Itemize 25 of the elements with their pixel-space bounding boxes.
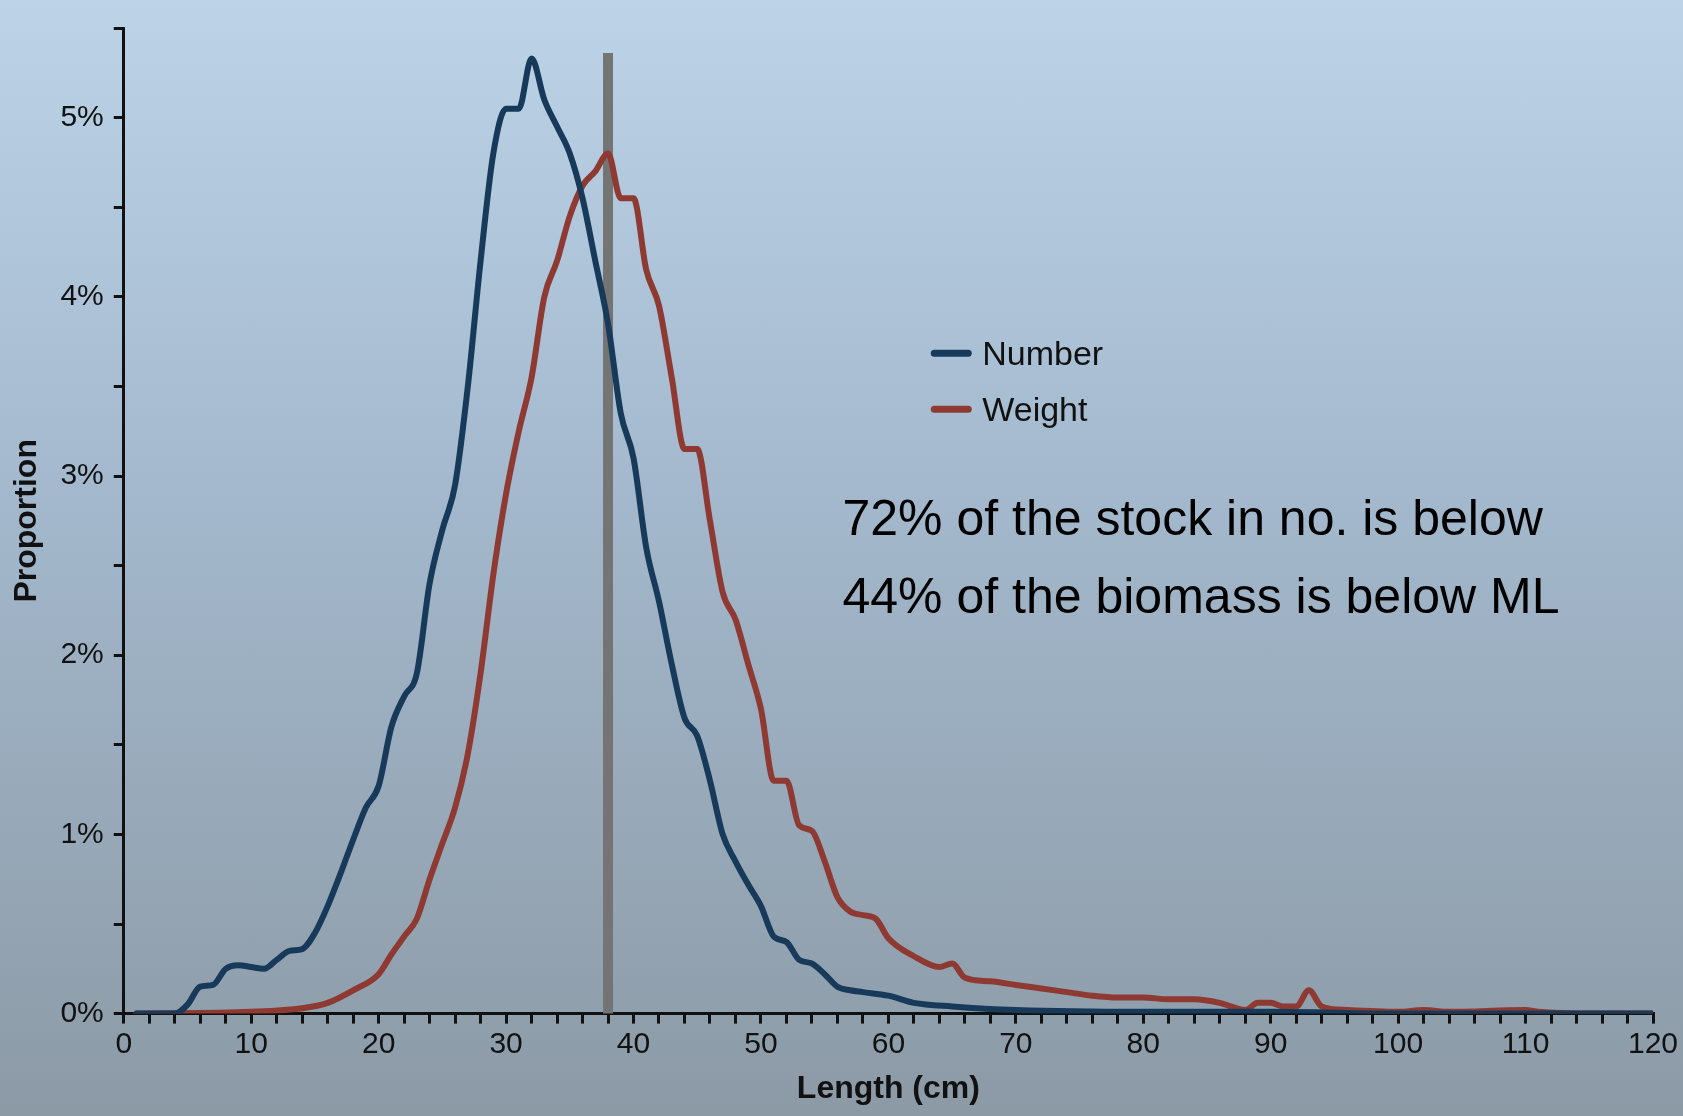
y-tick-label: 3%: [60, 457, 104, 491]
legend-label: Number: [982, 333, 1104, 372]
legend-label: Weight: [982, 389, 1089, 428]
y-tick-label: 4%: [60, 278, 104, 312]
y-tick-label: 1%: [60, 815, 104, 849]
annotation: 44% of the biomass is below ML: [842, 567, 1560, 624]
x-tick-label: 20: [361, 1025, 396, 1059]
x-tick-label: 50: [744, 1025, 778, 1059]
x-tick-label: 90: [1254, 1025, 1288, 1059]
x-tick-label: 100: [1373, 1025, 1424, 1059]
annotation: 72% of the stock in no. is below: [842, 489, 1544, 546]
x-tick-label: 80: [1126, 1025, 1160, 1059]
x-tick-label: 60: [871, 1025, 906, 1059]
y-tick-label: 5%: [60, 98, 104, 132]
x-tick-label: 30: [489, 1025, 523, 1059]
y-tick-label: 2%: [60, 636, 104, 670]
x-tick-label: 40: [616, 1025, 651, 1059]
y-axis-title: Proportion: [7, 439, 44, 603]
x-tick-label: 70: [999, 1025, 1033, 1059]
y-tick-label: 0%: [60, 994, 104, 1028]
x-axis-title: Length (cm): [796, 1068, 980, 1105]
x-tick-label: 110: [1501, 1025, 1550, 1059]
x-tick-label: 0: [115, 1025, 133, 1059]
x-tick-label: 120: [1627, 1025, 1679, 1059]
x-tick-label: 10: [234, 1025, 268, 1059]
